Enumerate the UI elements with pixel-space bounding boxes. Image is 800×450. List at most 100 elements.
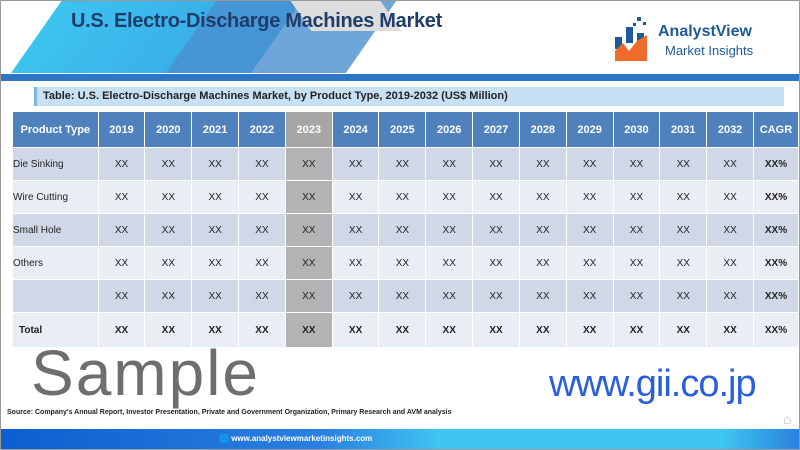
value-cell: XX — [378, 246, 427, 280]
value-cell: XX — [97, 213, 146, 247]
value-cell: XX — [659, 180, 708, 214]
value-cell: XX — [518, 213, 567, 247]
value-cell: XX — [518, 147, 567, 181]
value-cell: XX — [612, 246, 661, 280]
value-cell: XX — [472, 147, 520, 181]
value-cell: XX — [191, 279, 240, 313]
home-icon[interactable]: ⌂ — [783, 411, 792, 427]
value-cell: XX — [191, 180, 240, 214]
value-cell: XX — [472, 180, 520, 214]
value-cell: XX — [284, 213, 333, 247]
value-cell: XX — [612, 213, 661, 247]
value-cell: XX — [331, 279, 380, 313]
value-cell: XX — [472, 246, 520, 280]
cagr-cell: XX% — [752, 246, 799, 280]
value-cell: XX — [144, 180, 193, 214]
value-cell: XX — [612, 279, 661, 313]
row-label: Wire Cutting — [12, 180, 99, 214]
table-caption: Table: U.S. Electro-Discharge Machines M… — [34, 87, 784, 106]
value-cell: XX — [97, 246, 146, 280]
footer-url-text: www.analystviewmarketinsights.com — [231, 434, 373, 443]
row-label: Total — [12, 312, 99, 348]
value-cell: XX — [612, 147, 661, 181]
value-cell: XX — [378, 279, 427, 313]
column-header: CAGR — [752, 111, 799, 148]
value-cell: XX — [659, 312, 708, 348]
column-header: 2022 — [238, 111, 286, 148]
page-title: U.S. Electro-Discharge Machines Market — [71, 10, 442, 32]
value-cell: XX — [425, 279, 474, 313]
source-note: Source: Company's Annual Report, Investo… — [7, 409, 452, 416]
value-cell: XX — [378, 213, 427, 247]
table-row: Others XX XX XX XX XX XX XX XX XX XX XX XX XX XX XX% — [12, 246, 799, 280]
table-row: XX XX XX XX XX XX XX XX XX XX XX XX XX XX XX% — [12, 279, 799, 313]
value-cell: XX — [565, 246, 614, 280]
value-cell: XX — [378, 180, 427, 214]
value-cell: XX — [565, 279, 614, 313]
row-label: Small Hole — [12, 213, 99, 247]
value-cell: XX — [97, 312, 146, 348]
value-cell: XX — [706, 312, 754, 348]
value-cell: XX — [378, 312, 427, 348]
value-cell: XX — [659, 213, 708, 247]
globe-icon: 🌐 — [219, 434, 229, 443]
value-cell: XX — [238, 279, 286, 313]
logo-tagline: Market Insights — [665, 43, 754, 58]
value-cell: XX — [238, 147, 286, 181]
value-cell: XX — [518, 180, 567, 214]
column-header: 2021 — [191, 111, 240, 148]
value-cell: XX — [518, 312, 567, 348]
value-cell: XX — [425, 147, 474, 181]
value-cell: XX — [425, 246, 474, 280]
column-header: 2024 — [331, 111, 380, 148]
value-cell: XX — [706, 147, 754, 181]
cagr-cell: XX% — [752, 147, 799, 181]
logo-chart-icon — [615, 17, 647, 61]
value-cell: XX — [706, 246, 754, 280]
logo-name: AnalystView — [658, 23, 752, 40]
value-cell: XX — [612, 312, 661, 348]
value-cell: XX — [706, 279, 754, 313]
value-cell: XX — [191, 312, 240, 348]
column-header: 2027 — [472, 111, 520, 148]
value-cell: XX — [331, 246, 380, 280]
row-label: Others — [12, 246, 99, 280]
value-cell: XX — [331, 147, 380, 181]
value-cell: XX — [659, 147, 708, 181]
value-cell: XX — [472, 312, 520, 348]
value-cell: XX — [284, 312, 333, 348]
value-cell: XX — [144, 312, 193, 348]
column-header: 2019 — [97, 111, 146, 148]
column-header: 2026 — [425, 111, 474, 148]
value-cell: XX — [472, 279, 520, 313]
column-header: 2028 — [518, 111, 567, 148]
row-label — [12, 279, 99, 313]
table-row: Die Sinking XX XX XX XX XX XX XX XX XX XX XX XX XX XX X… — [12, 147, 799, 181]
value-cell: XX — [97, 180, 146, 214]
footer-url[interactable]: 🌐 www.analystviewmarketinsights.com — [219, 434, 372, 443]
column-header: 2020 — [144, 111, 193, 148]
value-cell: XX — [425, 213, 474, 247]
value-cell: XX — [144, 147, 193, 181]
cagr-cell: XX% — [752, 213, 799, 247]
value-cell: XX — [191, 147, 240, 181]
footer-bar: 🌐 www.analystviewmarketinsights.com — [1, 429, 799, 449]
value-cell: XX — [612, 180, 661, 214]
value-cell: XX — [659, 279, 708, 313]
value-cell: XX — [518, 279, 567, 313]
value-cell: XX — [284, 180, 333, 214]
column-header: 2030 — [612, 111, 661, 148]
value-cell: XX — [331, 213, 380, 247]
value-cell: XX — [331, 180, 380, 214]
value-cell: XX — [565, 180, 614, 214]
column-header: 2023 — [284, 111, 333, 148]
header-divider — [1, 74, 799, 81]
cagr-cell: XX% — [752, 312, 799, 348]
column-header: 2025 — [378, 111, 427, 148]
value-cell: XX — [659, 246, 708, 280]
table-header-row: Product Type 2019 2020 2021 2022 2023 2024 2025… — [12, 111, 799, 148]
value-cell: XX — [238, 180, 286, 214]
value-cell: XX — [284, 279, 333, 313]
value-cell: XX — [706, 180, 754, 214]
